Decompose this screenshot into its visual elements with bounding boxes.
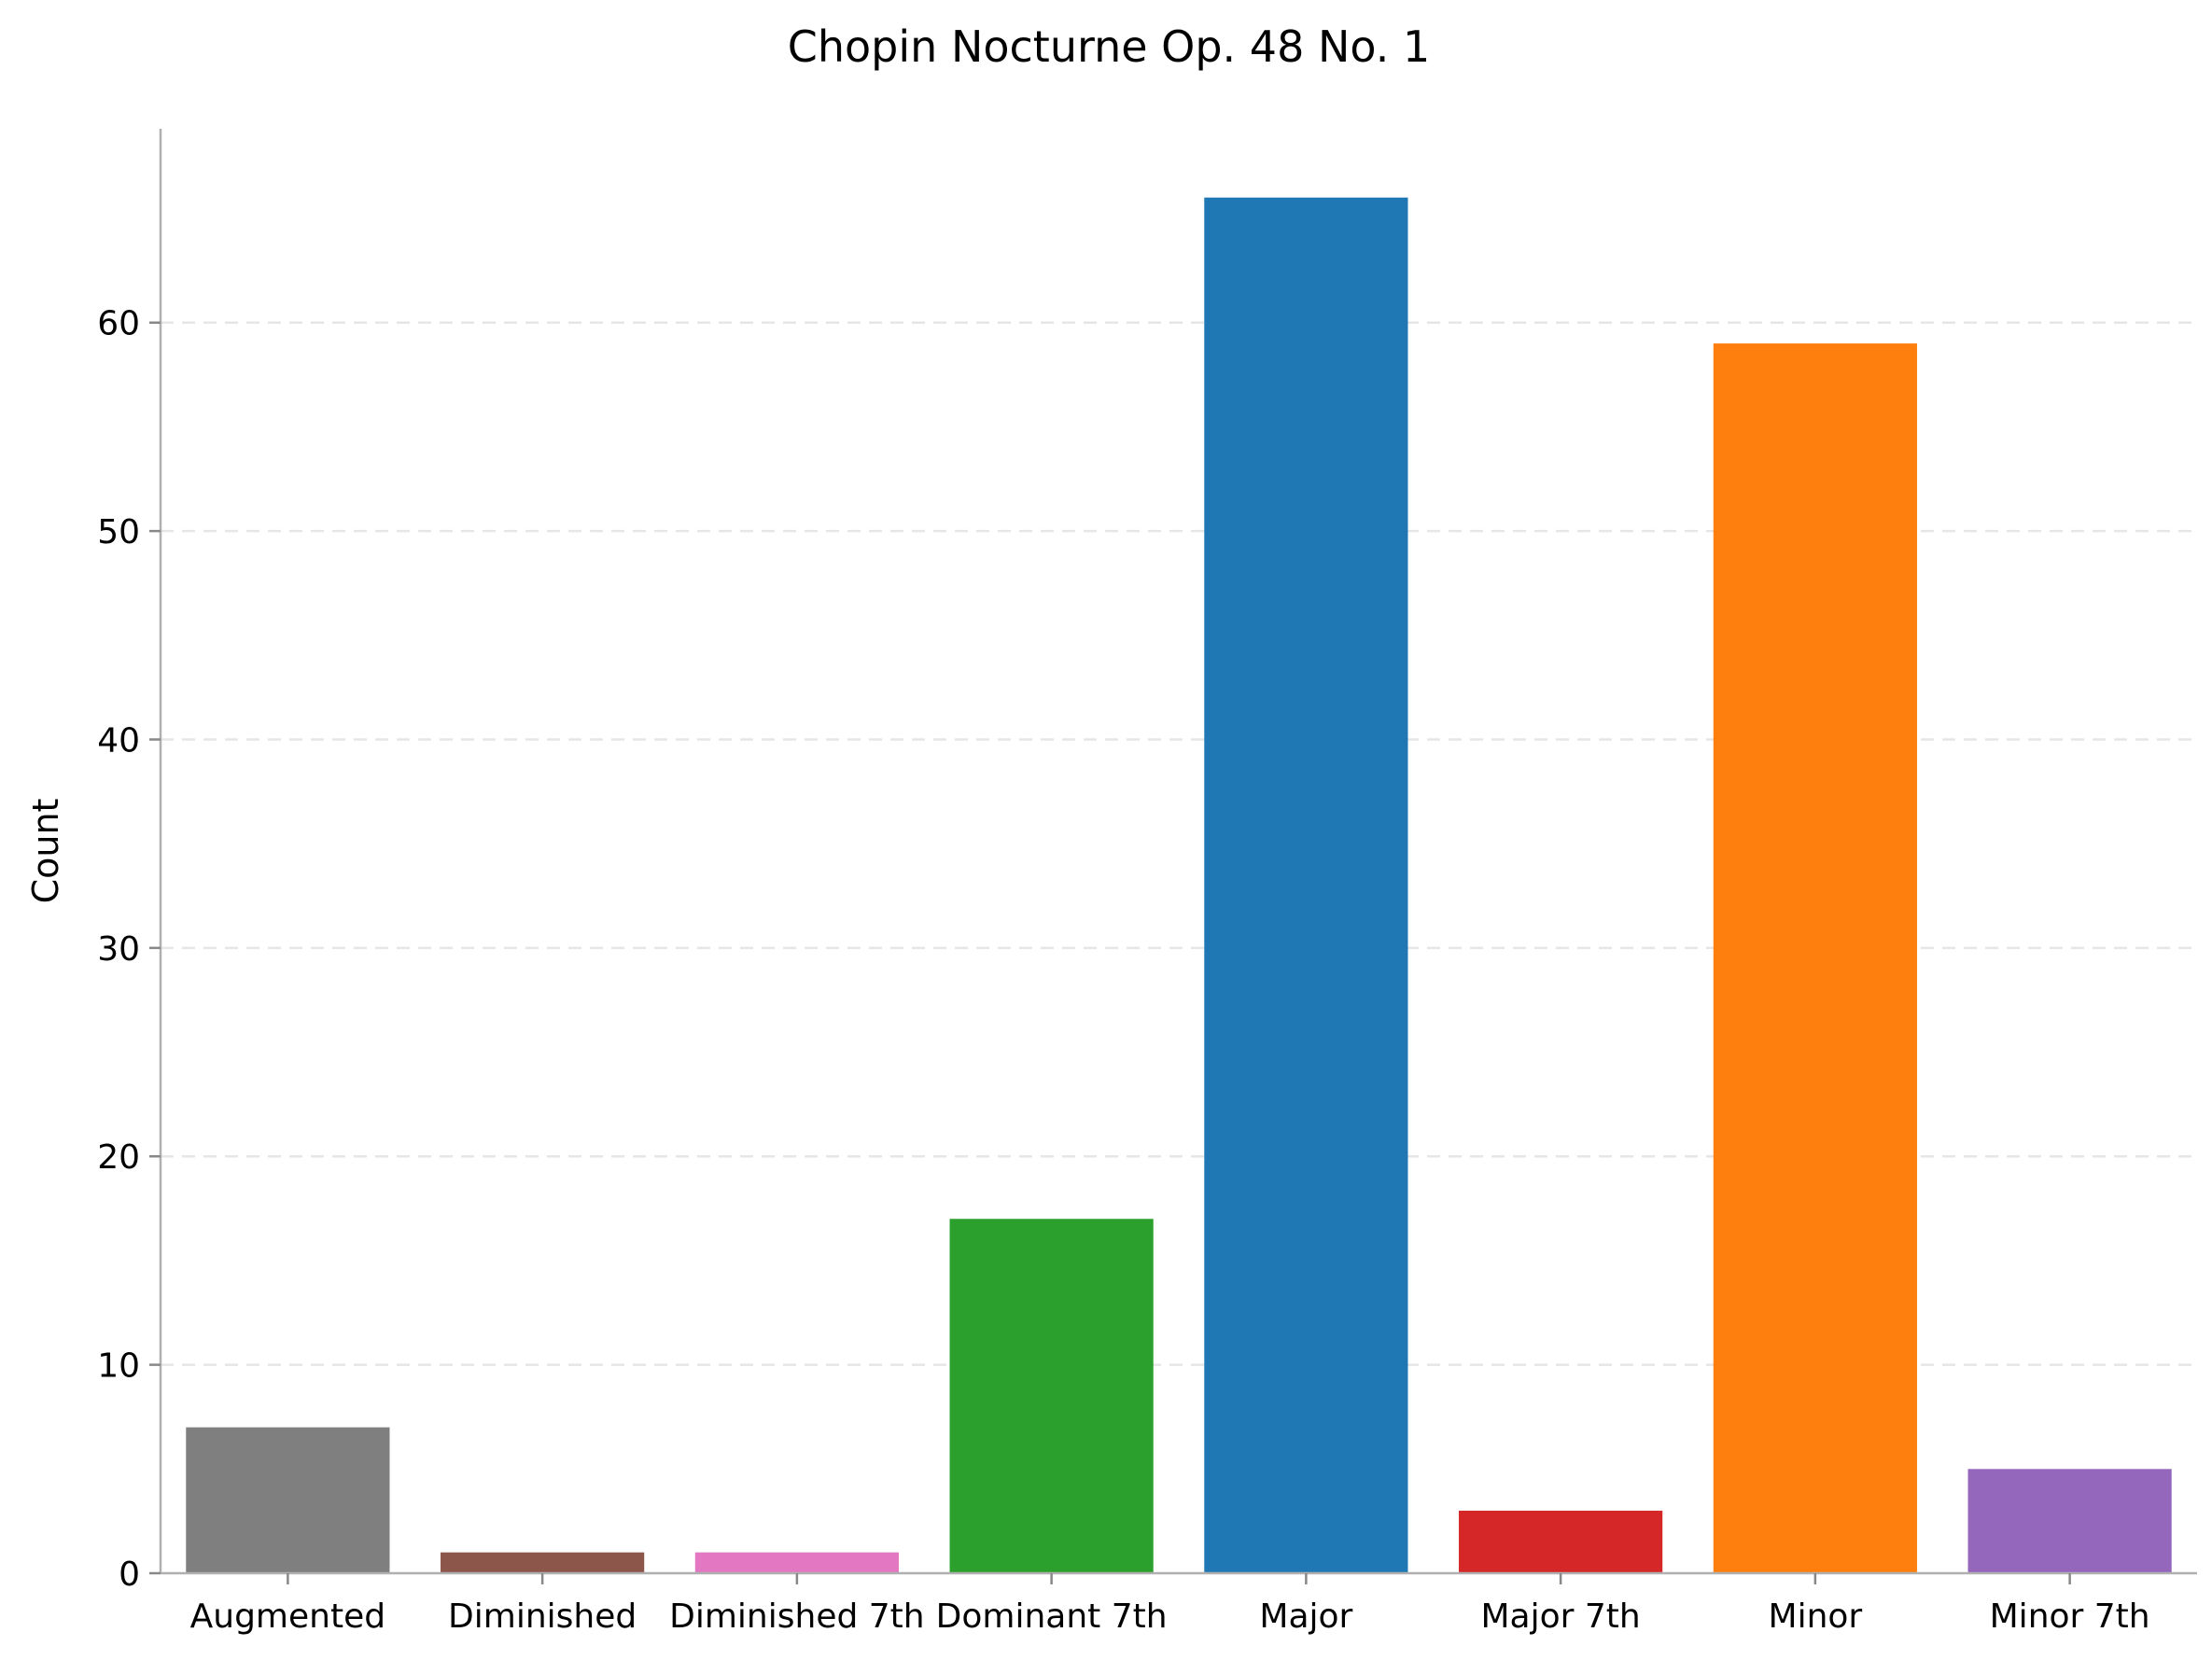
bar-augmented — [186, 1427, 390, 1573]
y-tick-label: 30 — [97, 930, 140, 969]
y-ticks: 0 10 20 30 40 50 60 — [97, 305, 161, 1594]
y-tick-label: 50 — [97, 513, 140, 551]
bar-dominant-7th — [949, 1219, 1154, 1573]
x-tick-label: Major — [1259, 1597, 1352, 1636]
y-tick-label: 10 — [97, 1347, 140, 1386]
x-tick-label: Diminished — [448, 1597, 637, 1636]
x-tick-label: Diminished 7th — [669, 1597, 924, 1636]
x-tick-label: Major 7th — [1481, 1597, 1641, 1636]
bar-major-7th — [1459, 1510, 1663, 1573]
chart-title: Chopin Nocturne Op. 48 No. 1 — [788, 21, 1430, 72]
x-tick-label: Augmented — [190, 1597, 385, 1636]
y-tick-label: 60 — [97, 305, 140, 343]
x-tick-label: Minor 7th — [1990, 1597, 2150, 1636]
x-tick-label: Dominant 7th — [936, 1597, 1168, 1636]
bar-major — [1204, 197, 1408, 1574]
y-tick-label: 40 — [97, 721, 140, 760]
bar-minor-7th — [1967, 1469, 2172, 1573]
y-tick-label: 20 — [97, 1138, 140, 1177]
bar-diminished — [441, 1552, 645, 1573]
x-tick-label: Minor — [1769, 1597, 1863, 1636]
bar-minor — [1713, 343, 1917, 1574]
bars — [186, 197, 2172, 1574]
bar-diminished-7th — [694, 1552, 899, 1573]
y-tick-label: 0 — [119, 1555, 140, 1594]
y-axis-label: Count — [25, 799, 66, 904]
x-ticks: Augmented Diminished Diminished 7th Dominan… — [190, 1573, 2150, 1636]
